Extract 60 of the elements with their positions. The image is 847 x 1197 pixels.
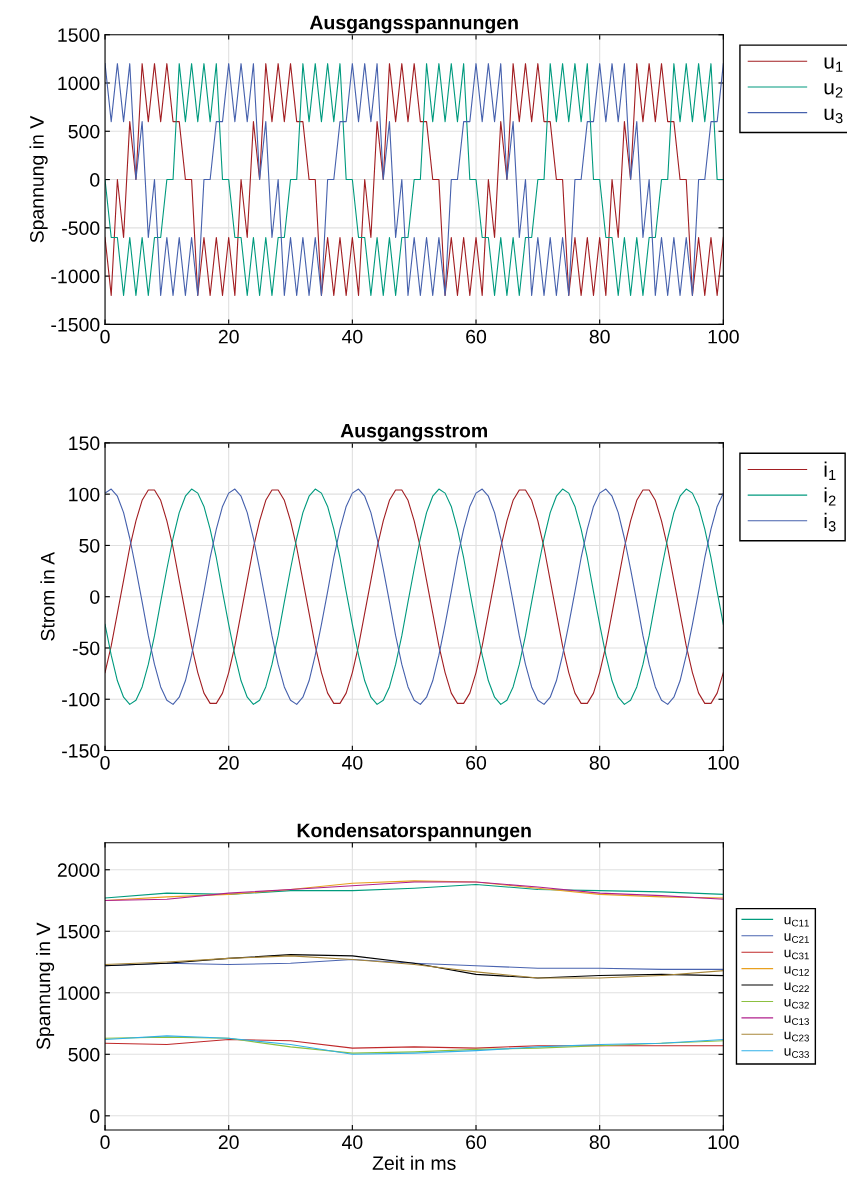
x-tick-label: 0 xyxy=(100,755,110,770)
y-tick-label: 0 xyxy=(90,590,100,604)
y-tick-label: 0 xyxy=(90,173,100,187)
legend-label: u$_{1}$ xyxy=(824,57,843,72)
x-tick-label: 100 xyxy=(708,755,739,770)
legend-label: u$_{C13}$ xyxy=(784,1015,809,1026)
legend-label: u$_{C31}$ xyxy=(784,949,809,960)
legend-label: u$_{C33}$ xyxy=(784,1048,809,1058)
x-tick-label: 40 xyxy=(341,329,363,344)
y-tick-label: 1500 xyxy=(58,924,100,939)
x-tick-label: 0 xyxy=(100,329,110,344)
y-tick-label: 100 xyxy=(69,487,100,502)
x-tick-label: 20 xyxy=(218,329,239,344)
x-tick-label: 60 xyxy=(466,1135,487,1150)
legend-label: u$_{3}$ xyxy=(824,108,843,124)
y-tick-label: 1000 xyxy=(58,986,100,1001)
y-tick-label: 2000 xyxy=(57,863,100,877)
y-tick-label: -1000 xyxy=(51,269,100,284)
legend-label: u$_{C22}$ xyxy=(784,982,809,993)
x-tick-label: 80 xyxy=(589,329,610,344)
x-tick-label: 0 xyxy=(100,1135,110,1150)
y-tick-label: 50 xyxy=(79,538,100,553)
legend-label: u$_{C12}$ xyxy=(784,966,809,976)
chart-title: Kondensatorspannungen xyxy=(297,823,531,842)
legend-label: i$_{2}$ xyxy=(824,487,836,506)
x-tick-label: 100 xyxy=(708,329,739,344)
y-tick-label: 500 xyxy=(68,124,100,139)
y-axis-title: Strom in A xyxy=(40,551,55,641)
x-tick-label: 40 xyxy=(341,755,363,770)
legend-label: u$_{C23}$ xyxy=(784,1031,809,1042)
y-axis-title: Spannung in V xyxy=(36,922,55,1050)
y-tick-label: 500 xyxy=(68,1047,100,1062)
y-tick-label: -150 xyxy=(62,743,100,758)
y-tick-label: 1000 xyxy=(58,76,100,91)
y-tick-label: 150 xyxy=(69,436,100,451)
y-tick-label: 0 xyxy=(90,1109,100,1124)
x-tick-label: 60 xyxy=(466,329,487,344)
x-axis-title: Zeit in ms xyxy=(372,1155,456,1171)
x-tick-label: 60 xyxy=(466,755,487,770)
y-tick-label: -500 xyxy=(62,221,100,236)
legend-label: i$_{3}$ xyxy=(824,512,836,532)
chart-title: Ausgangsstrom xyxy=(340,423,487,442)
legend-label: u$_{C11}$ xyxy=(784,916,809,927)
y-tick-label: -100 xyxy=(62,692,100,707)
x-tick-label: 100 xyxy=(708,1135,739,1150)
legend-label: u$_{2}$ xyxy=(824,83,843,98)
x-tick-label: 40 xyxy=(341,1135,363,1150)
y-tick-label: -1500 xyxy=(51,317,100,332)
legend-label: u$_{C21}$ xyxy=(784,933,809,943)
legend-label: i$_{1}$ xyxy=(824,461,836,480)
x-tick-label: 80 xyxy=(589,755,610,770)
legend-label: u$_{C32}$ xyxy=(784,998,809,1009)
y-tick-label: -50 xyxy=(72,641,100,656)
y-axis-title: Spannung in V xyxy=(29,115,48,243)
y-tick-label: 1500 xyxy=(58,28,100,42)
x-tick-label: 80 xyxy=(589,1135,610,1150)
x-tick-label: 20 xyxy=(218,755,239,770)
chart-title: Ausgangsspannungen xyxy=(309,15,518,34)
x-tick-label: 20 xyxy=(218,1135,239,1150)
line-series xyxy=(105,63,724,296)
